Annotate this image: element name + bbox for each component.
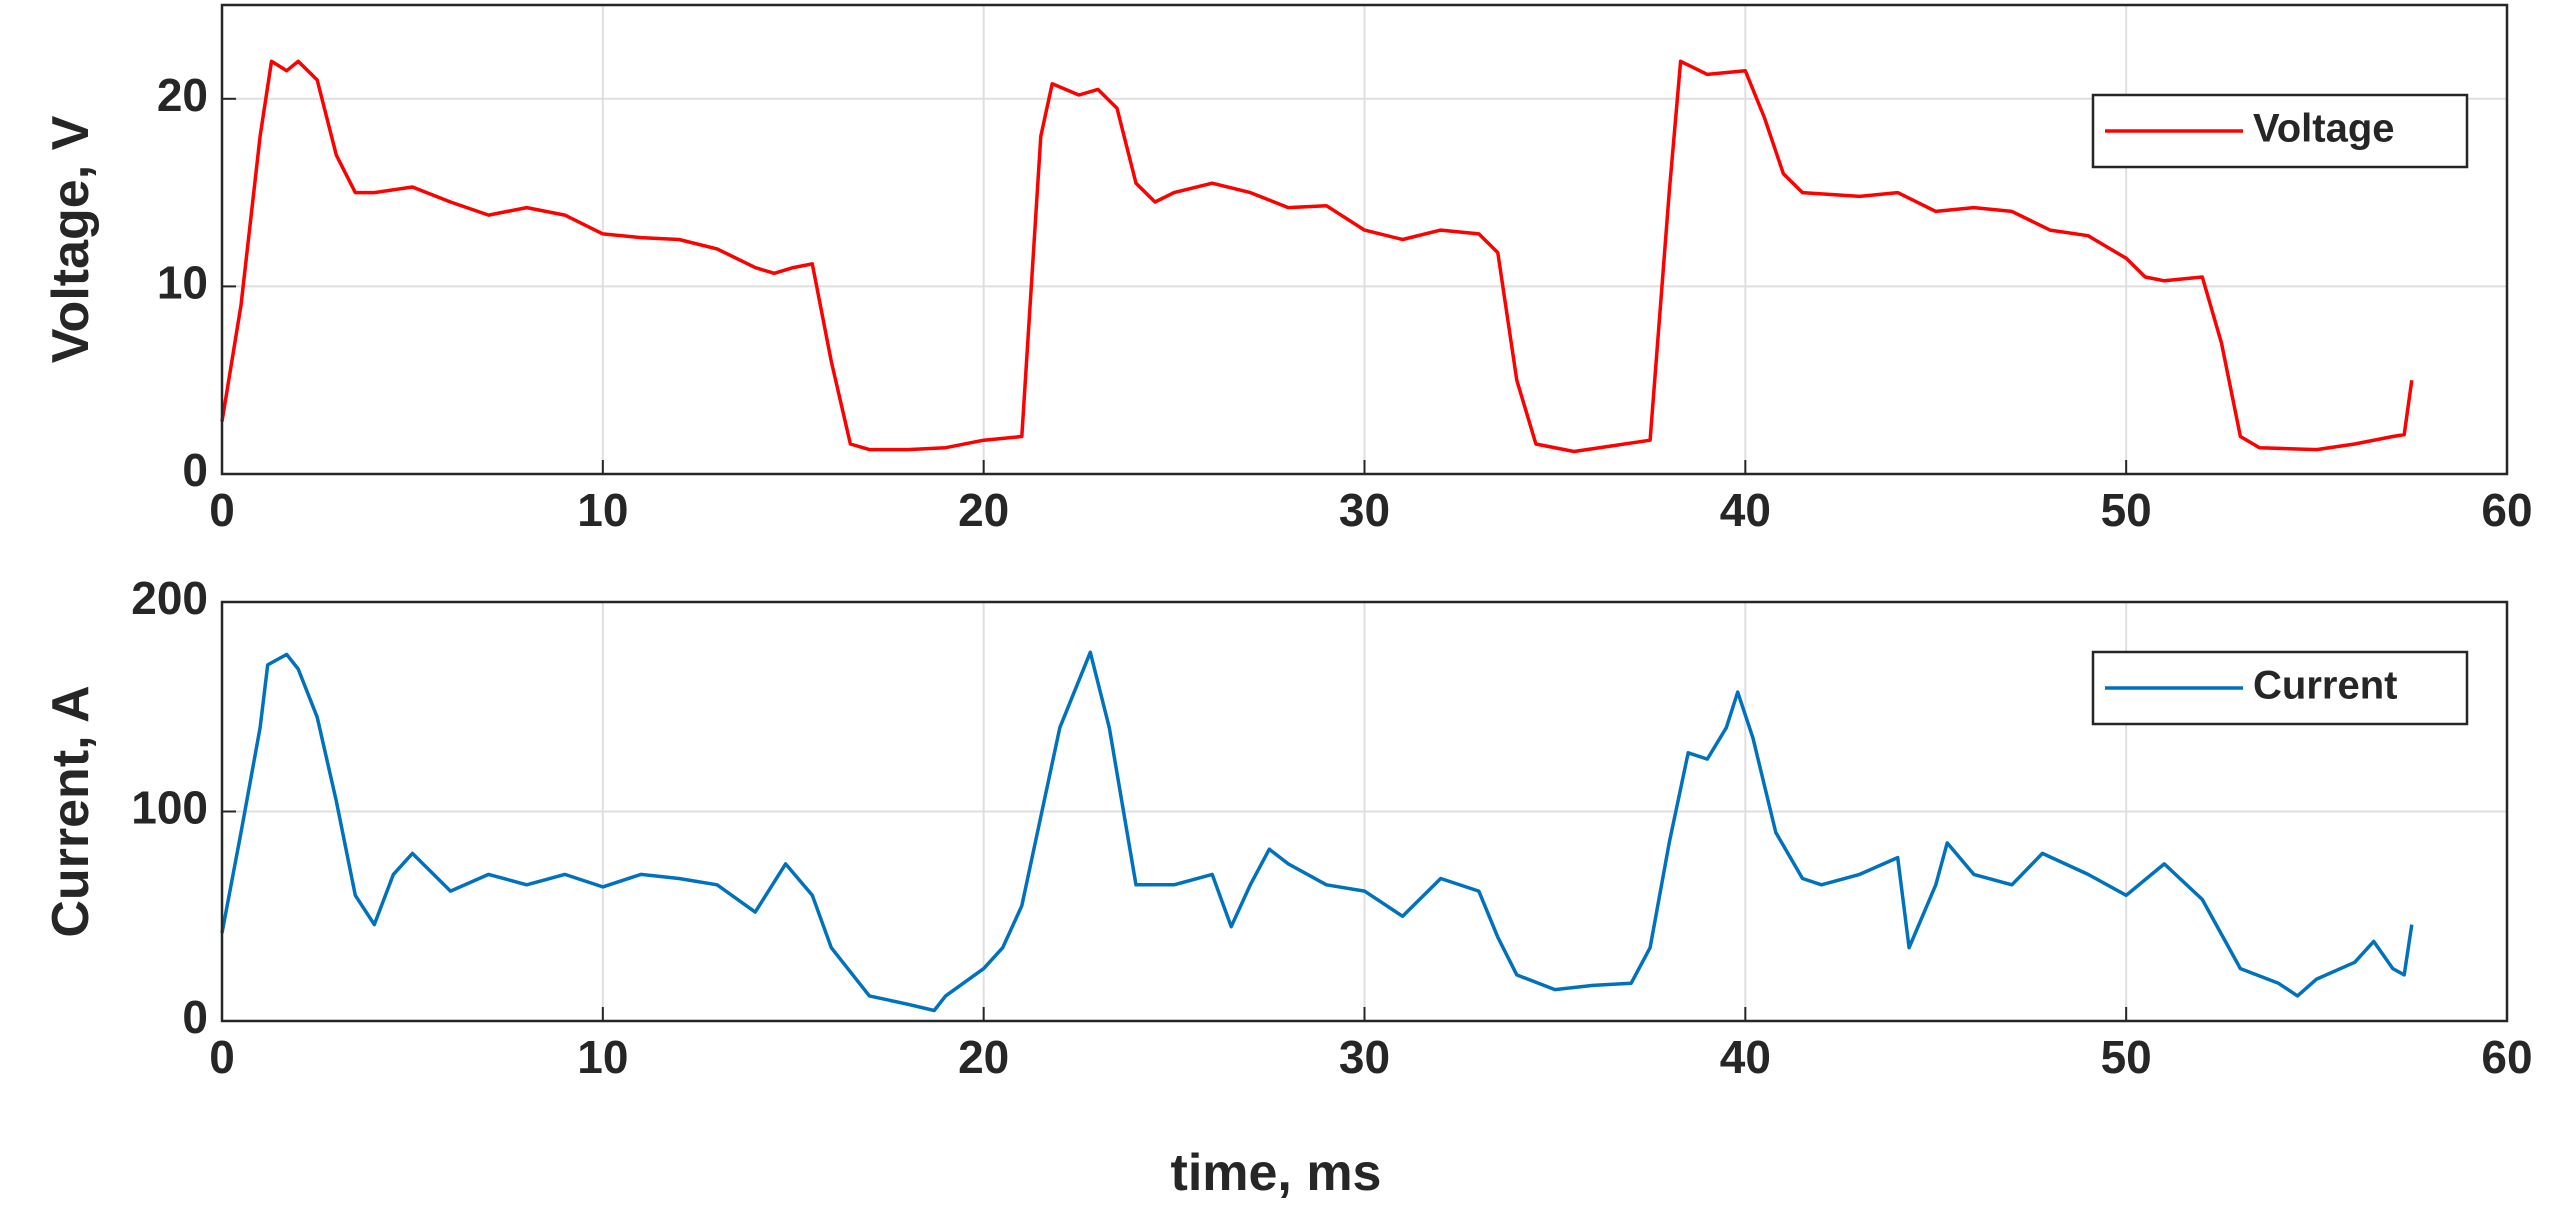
axes-box — [220, 3, 2509, 476]
x-tick-label: 40 — [1720, 484, 1771, 536]
data-line — [220, 59, 2414, 454]
y-tick-label: 20 — [157, 69, 208, 121]
x-tick-label: 0 — [209, 484, 235, 536]
y-tick-label: 0 — [182, 444, 208, 496]
x-tick-label: 10 — [577, 484, 628, 536]
x-tick-label: 60 — [2481, 1031, 2532, 1083]
legend: Current — [2091, 650, 2469, 726]
x-axis-label: time, ms — [1171, 1144, 1382, 1202]
legend-label: Voltage — [2253, 107, 2395, 151]
y-axis-label: Voltage, V — [42, 115, 100, 363]
x-tick-label: 20 — [958, 484, 1009, 536]
x-tick-label: 30 — [1339, 484, 1390, 536]
y-axis-label: Current, A — [42, 685, 100, 937]
x-tick-label: 50 — [2101, 1031, 2152, 1083]
y-tick-label: 0 — [182, 991, 208, 1043]
x-tick-label: 60 — [2481, 484, 2532, 536]
subplot: 0 10 20 30 40 50 60 0 100 200 Current, A Current — [42, 572, 2533, 1083]
subplot: 0 10 20 30 40 50 60 0 10 20 Voltage, V Voltage — [42, 3, 2533, 536]
x-tick-label: 30 — [1339, 1031, 1390, 1083]
y-tick-label: 100 — [131, 782, 208, 834]
legend: Voltage — [2091, 93, 2469, 169]
y-tick-label: 10 — [157, 257, 208, 309]
axes-box — [220, 600, 2509, 1023]
data-line — [220, 650, 2414, 1013]
x-tick-label: 50 — [2101, 484, 2152, 536]
x-tick-label: 0 — [209, 1031, 235, 1083]
legend-label: Current — [2253, 664, 2397, 708]
x-tick-label: 20 — [958, 1031, 1009, 1083]
y-tick-label: 200 — [131, 572, 208, 624]
x-tick-label: 40 — [1720, 1031, 1771, 1083]
x-tick-label: 10 — [577, 1031, 628, 1083]
